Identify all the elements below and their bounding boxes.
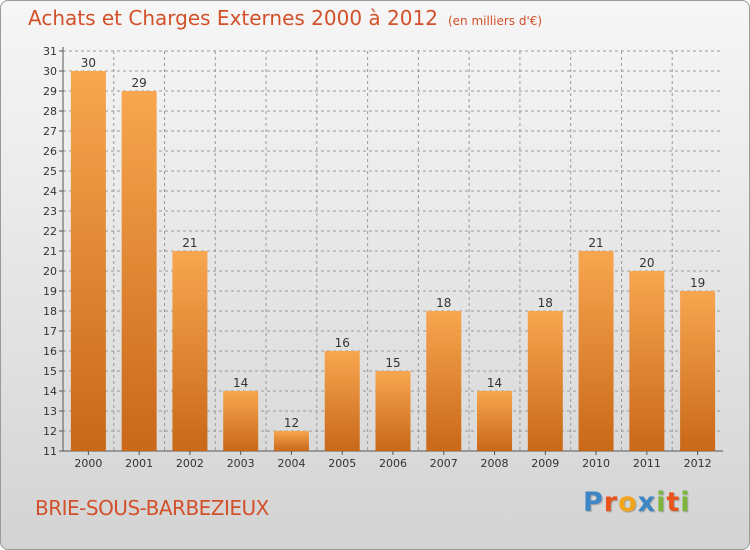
- data-label-2008: 14: [487, 376, 502, 390]
- logo-letter: r: [603, 487, 619, 518]
- x-tick-label: 2009: [531, 457, 559, 470]
- y-tick-label: 12: [43, 425, 57, 438]
- y-tick-label: 20: [43, 265, 57, 278]
- logo-letter: x: [637, 487, 657, 518]
- y-tick-label: 13: [43, 405, 57, 418]
- data-label-2011: 20: [639, 256, 654, 270]
- data-label-2005: 16: [335, 336, 350, 350]
- y-tick-label: 11: [43, 445, 57, 458]
- bar-2001: [121, 91, 157, 451]
- data-label-2006: 15: [385, 356, 400, 370]
- y-tick-label: 30: [43, 65, 57, 78]
- bar-2012: [680, 291, 716, 451]
- bar-2000: [70, 71, 106, 451]
- x-tick-label: 2006: [379, 457, 407, 470]
- y-tick-label: 25: [43, 165, 57, 178]
- y-tick-label: 14: [43, 385, 57, 398]
- bars: [70, 71, 716, 451]
- y-tick-label: 31: [43, 45, 57, 58]
- data-label-2001: 29: [132, 76, 147, 90]
- x-tick-label: 2011: [633, 457, 661, 470]
- proxiti-logo: Proxiti: [583, 487, 691, 518]
- logo-letter: P: [583, 487, 604, 518]
- bar-2003: [223, 391, 259, 451]
- x-tick-labels: 2000 2001 2002 2003 2004 2005 2006 2007 2008 2009…: [74, 457, 711, 470]
- bar-2006: [375, 371, 411, 451]
- y-tick-label: 16: [43, 345, 57, 358]
- bar-2002: [172, 251, 208, 451]
- logo-letter: i: [680, 487, 691, 518]
- data-label-2010: 21: [588, 236, 603, 250]
- data-label-2004: 12: [284, 416, 299, 430]
- data-label-2009: 18: [538, 296, 553, 310]
- data-label-2007: 18: [436, 296, 451, 310]
- y-tick-label: 26: [43, 145, 57, 158]
- data-label-2003: 14: [233, 376, 248, 390]
- bar-2007: [426, 311, 462, 451]
- x-tick-label: 2001: [125, 457, 153, 470]
- bar-2011: [629, 271, 665, 451]
- chart-title: Achats et Charges Externes 2000 à 2012 (e…: [28, 6, 542, 30]
- data-labels: 30 29 21 14 12 16 15 18 14 18 21 20 19: [81, 56, 706, 430]
- logo-letter: t: [666, 487, 681, 518]
- logo-letter: i: [656, 487, 667, 518]
- x-tick-label: 2012: [684, 457, 712, 470]
- y-tick-label: 18: [43, 305, 57, 318]
- bar-2010: [578, 251, 614, 451]
- logo-letter: o: [618, 487, 638, 518]
- bar-2004: [273, 431, 309, 451]
- bar-2009: [527, 311, 563, 451]
- x-tick-label: 2003: [227, 457, 255, 470]
- y-tick-label: 21: [43, 245, 57, 258]
- y-tick-label: 27: [43, 125, 57, 138]
- x-tick-label: 2005: [328, 457, 356, 470]
- x-tick-label: 2004: [277, 457, 305, 470]
- x-tick-label: 2010: [582, 457, 610, 470]
- bar-2005: [324, 351, 360, 451]
- y-tick-label: 17: [43, 325, 57, 338]
- y-tick-label: 23: [43, 205, 57, 218]
- data-label-2000: 30: [81, 56, 96, 70]
- commune-name: BRIE-SOUS-BARBEZIEUX: [35, 496, 269, 520]
- x-tick-label: 2002: [176, 457, 204, 470]
- title-text: Achats et Charges Externes 2000 à 2012: [28, 6, 438, 30]
- x-tick-label: 2007: [430, 457, 458, 470]
- data-label-2012: 19: [690, 276, 705, 290]
- x-tick-label: 2008: [481, 457, 509, 470]
- bar-2008: [477, 391, 513, 451]
- data-label-2002: 21: [182, 236, 197, 250]
- y-tick-label: 29: [43, 85, 57, 98]
- y-tick-label: 19: [43, 285, 57, 298]
- chart-subtitle: (en milliers d'€): [447, 14, 543, 28]
- y-tick-labels: 11 12 13 14 15 16 17 18 19 20 21 22 23 24 25 26 27 28 29 30…: [43, 45, 57, 458]
- y-tick-label: 22: [43, 225, 57, 238]
- x-tick-label: 2000: [74, 457, 102, 470]
- y-tick-label: 28: [43, 105, 57, 118]
- y-tick-label: 24: [43, 185, 57, 198]
- y-tick-label: 15: [43, 365, 57, 378]
